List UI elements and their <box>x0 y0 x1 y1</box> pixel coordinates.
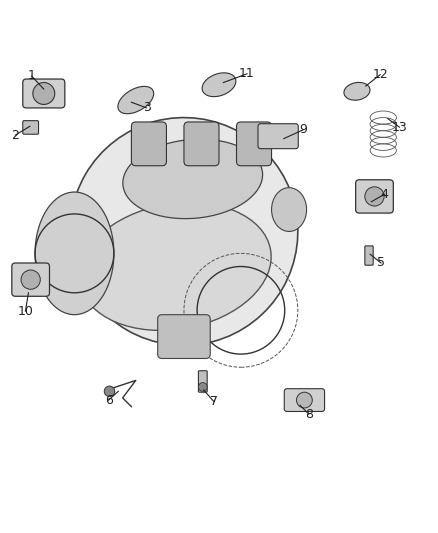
FancyBboxPatch shape <box>158 314 210 359</box>
FancyBboxPatch shape <box>184 122 219 166</box>
Ellipse shape <box>202 73 236 96</box>
Ellipse shape <box>344 83 370 100</box>
Text: 8: 8 <box>305 408 313 421</box>
Text: 5: 5 <box>377 256 385 270</box>
Ellipse shape <box>118 86 154 114</box>
FancyBboxPatch shape <box>23 120 39 134</box>
Circle shape <box>21 270 40 289</box>
Text: 9: 9 <box>299 123 307 136</box>
FancyBboxPatch shape <box>365 246 373 265</box>
Ellipse shape <box>35 192 114 314</box>
Ellipse shape <box>79 203 271 330</box>
FancyBboxPatch shape <box>198 371 207 392</box>
FancyBboxPatch shape <box>12 263 49 296</box>
Text: 6: 6 <box>105 393 113 407</box>
Text: 3: 3 <box>143 101 151 115</box>
FancyBboxPatch shape <box>356 180 393 213</box>
FancyBboxPatch shape <box>237 122 272 166</box>
Ellipse shape <box>70 118 298 345</box>
Circle shape <box>198 383 207 391</box>
Text: 12: 12 <box>372 68 388 81</box>
FancyBboxPatch shape <box>258 124 298 149</box>
Circle shape <box>33 83 55 104</box>
Text: 11: 11 <box>239 67 255 80</box>
FancyBboxPatch shape <box>131 122 166 166</box>
Text: 7: 7 <box>210 395 218 408</box>
FancyBboxPatch shape <box>284 389 325 411</box>
FancyBboxPatch shape <box>23 79 65 108</box>
Text: 2: 2 <box>11 128 19 142</box>
Circle shape <box>297 392 312 408</box>
Circle shape <box>365 187 384 206</box>
Ellipse shape <box>272 188 307 231</box>
Text: 10: 10 <box>18 305 33 318</box>
Text: 4: 4 <box>381 188 389 201</box>
Text: 13: 13 <box>392 120 407 134</box>
Text: 1: 1 <box>28 69 35 83</box>
Ellipse shape <box>123 139 263 219</box>
Circle shape <box>104 386 115 397</box>
